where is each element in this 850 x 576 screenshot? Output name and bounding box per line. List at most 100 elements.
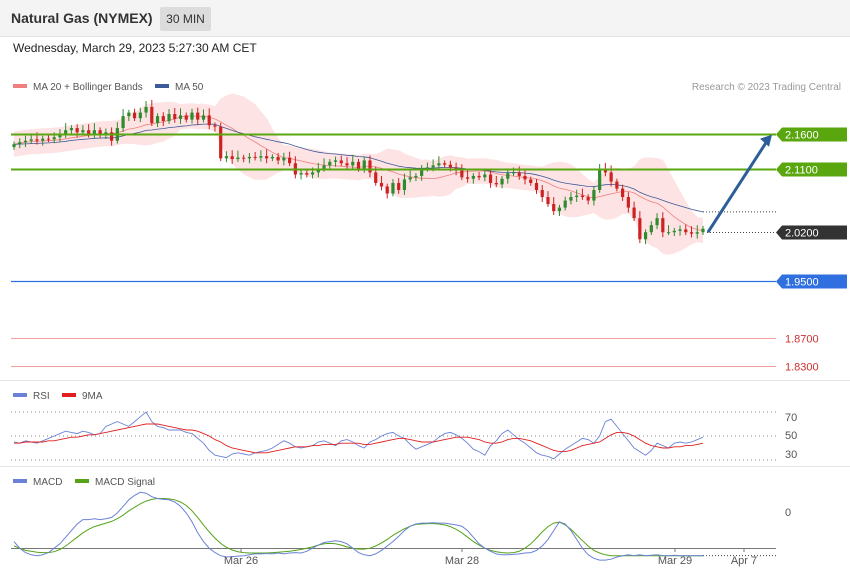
candle [132, 108, 137, 122]
legend-label-ma20: MA 20 + Bollinger Bands [33, 82, 143, 93]
candle [557, 204, 562, 217]
chart-credit: Research © 2023 Trading Central [692, 82, 841, 93]
candle-body [695, 232, 699, 234]
candle-body [598, 168, 602, 190]
candle [161, 112, 165, 126]
candle [586, 194, 590, 205]
rsi-line [13, 411, 704, 460]
candle [563, 196, 567, 211]
price-level-badge [776, 274, 847, 289]
candle [575, 189, 579, 202]
candle [178, 108, 183, 124]
candle [339, 155, 343, 167]
candle [534, 179, 539, 194]
legend-swatch-rsi-ma [62, 393, 76, 397]
candle [626, 192, 630, 213]
candle-body [609, 172, 613, 182]
candle-body [563, 200, 567, 208]
candle-body [448, 164, 452, 168]
candle [672, 228, 676, 237]
candle-body [569, 197, 573, 201]
candle [150, 99, 154, 126]
candle [465, 170, 470, 183]
candle [385, 183, 389, 199]
candle-body [552, 204, 556, 212]
candle-body [529, 179, 533, 183]
candle-body [75, 128, 79, 133]
legend-label-rsi: RSI [33, 391, 50, 402]
candle [592, 186, 596, 206]
candle [529, 176, 533, 186]
candle-body [322, 165, 326, 169]
candle-body [701, 228, 705, 233]
candle-body [87, 130, 91, 134]
candle-body [288, 157, 292, 164]
candle [270, 154, 274, 162]
candle [110, 127, 114, 146]
candle [569, 192, 573, 205]
candle [414, 173, 418, 182]
candle-body [236, 157, 240, 160]
instrument-title: Natural Gas (NYMEX) [11, 10, 153, 26]
candle [345, 157, 349, 170]
candle-body [58, 135, 62, 138]
candle [420, 165, 424, 181]
candle [437, 156, 441, 171]
candle-body [443, 163, 447, 165]
candle-body [121, 116, 125, 129]
candle-body [276, 156, 280, 161]
candle-body [316, 168, 320, 173]
candle [173, 108, 177, 123]
candle-body [477, 175, 481, 178]
candle [661, 212, 665, 238]
price-level-label: 2.1100 [785, 165, 818, 177]
candle-body [471, 175, 475, 179]
timestamp: Wednesday, March 29, 2023 5:27:30 AM CET [13, 41, 257, 55]
candle [477, 172, 481, 181]
candle-body [213, 125, 217, 127]
x-tick-label-0: Mar 26 [224, 555, 258, 567]
candle [219, 122, 223, 162]
candle-body [259, 156, 263, 158]
candle [333, 156, 338, 167]
candle [155, 113, 160, 128]
candle-body [420, 168, 424, 176]
candle-body [408, 177, 412, 180]
candle [224, 151, 229, 163]
candle [81, 125, 85, 136]
x-axis: Mar 26 Mar 28 Mar 29 Apr 7 [224, 548, 757, 567]
candle-body [592, 190, 596, 201]
candle-body [265, 156, 269, 159]
candle [621, 184, 625, 201]
price-level-label: 2.0200 [785, 228, 819, 240]
legend-swatch-macd [13, 479, 27, 483]
candle-body [178, 115, 183, 119]
legend-label-macd: MACD [33, 477, 62, 488]
price-level-label: 2.1600 [785, 130, 819, 142]
candle-body [35, 139, 39, 141]
candle [127, 109, 131, 122]
x-tick-label-3: Apr 7 [731, 555, 757, 567]
candle [259, 150, 263, 162]
candle-body [345, 163, 349, 166]
candle-body [155, 116, 160, 124]
candle-body [190, 112, 194, 120]
candle-body [196, 112, 200, 120]
candle-body [368, 160, 372, 173]
candle-body [575, 195, 579, 198]
candle-body [615, 181, 619, 189]
macd-zero-label: 0 [785, 507, 791, 519]
candle-body [247, 156, 252, 159]
candle [615, 178, 619, 192]
candle [138, 107, 142, 123]
interval-badge[interactable]: 30 MIN [160, 7, 211, 31]
candle-body [356, 161, 361, 169]
candle-body [649, 225, 653, 233]
price-level-badge [776, 127, 847, 142]
candle-body [632, 207, 636, 219]
candle [391, 179, 395, 197]
candle-body [12, 144, 16, 148]
candle-body [557, 207, 562, 212]
header-bar: Natural Gas (NYMEX) 30 MIN [0, 0, 850, 37]
